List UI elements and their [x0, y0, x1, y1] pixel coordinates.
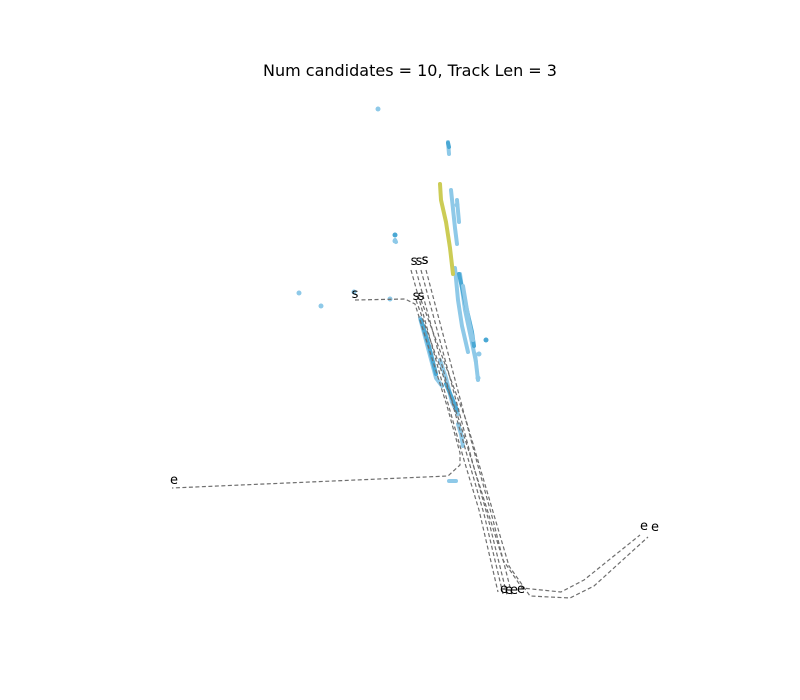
history-track-0: [449, 188, 459, 246]
history-dot-9: [475, 375, 481, 381]
start-label-0: s: [352, 287, 359, 302]
end-label-4: e: [517, 582, 525, 597]
chart-title: Num candidates = 10, Track Len = 3: [263, 61, 557, 80]
end-label-0: e: [170, 473, 178, 488]
highlight-track: [438, 182, 455, 276]
candidate-path-1: [410, 269, 499, 593]
history-track-3: [446, 141, 451, 149]
start-label-2: s: [416, 254, 423, 269]
candidate-path-4: [425, 269, 513, 596]
candidate-path-6: [420, 299, 649, 599]
history-dot-5: [351, 289, 357, 295]
history-dot-8: [476, 351, 482, 357]
candidate-path-3: [420, 269, 508, 596]
end-label-1: e: [500, 582, 508, 597]
start-label-1: s: [411, 254, 418, 269]
history-tracks: [296, 106, 489, 483]
highlight-track-layer: [438, 182, 455, 276]
end-label-2: e: [505, 583, 513, 598]
history-dot-7: [483, 337, 489, 343]
end-label-5: e: [640, 519, 648, 534]
history-track-4: [453, 266, 470, 354]
start-label-4: s: [422, 253, 429, 268]
history-dot-1: [392, 232, 398, 238]
start-label-6: s: [418, 289, 425, 304]
candidate-path-5: [415, 299, 641, 593]
history-track-7: [461, 284, 475, 342]
candidate-path-2: [415, 269, 504, 595]
start-label-3: s: [422, 253, 429, 268]
history-dot-4: [318, 303, 324, 309]
start-label-5: s: [413, 289, 420, 304]
candidate-path-0: [171, 298, 461, 489]
history-dot-10: [454, 202, 460, 208]
candidate-paths: [171, 269, 649, 599]
end-label-3: e: [510, 583, 518, 598]
history-dot-0: [375, 106, 381, 112]
history-dot-3: [296, 290, 302, 296]
history-dot-2: [392, 238, 398, 244]
end-label-6: e: [651, 520, 659, 535]
